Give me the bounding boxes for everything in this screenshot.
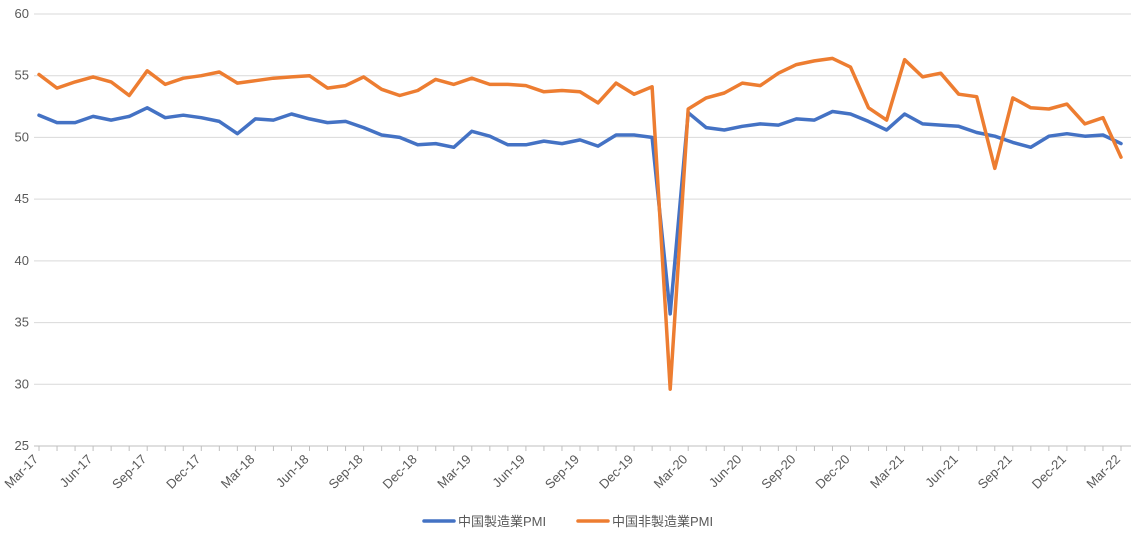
x-tick-label: Sep-19: [542, 452, 582, 492]
legend-label-1: 中国非製造業PMI: [612, 514, 713, 529]
series-lines: [37, 56, 1123, 391]
legend: 中国製造業PMI 中国非製造業PMI: [422, 514, 713, 529]
y-tick-label: 60: [15, 6, 29, 21]
x-tick-label: Mar-19: [434, 452, 474, 492]
x-tick-label: Sep-17: [109, 452, 149, 492]
x-tick-label: Mar-18: [218, 452, 258, 492]
x-tick-label: Mar-17: [1, 452, 41, 492]
series-line-0: [37, 106, 1123, 316]
x-tick-label: Mar-21: [867, 452, 907, 492]
x-tick-label: Dec-21: [1029, 452, 1069, 492]
x-tick-label: Jun-19: [489, 452, 528, 491]
series-line-1: [37, 56, 1123, 391]
y-tick-label: 55: [15, 68, 29, 83]
x-axis-tick-labels: Mar-17 Jun-17 Sep-17 Dec-17 Mar-18 Jun-18 Sep-…: [1, 452, 1123, 492]
x-tick-label: Dec-17: [163, 452, 203, 492]
legend-label-0: 中国製造業PMI: [458, 514, 546, 529]
y-tick-label: 30: [15, 376, 29, 391]
y-tick-label: 40: [15, 253, 29, 268]
y-tick-label: 35: [15, 315, 29, 330]
y-axis-tick-labels: 25 30 35 40 45 50 55 60: [15, 6, 29, 453]
x-tick-label: Sep-18: [325, 452, 365, 492]
x-tick-label: Jun-21: [922, 452, 961, 491]
gridlines: [34, 13, 1131, 385]
x-tick-label: Dec-19: [596, 452, 636, 492]
x-tick-label: Dec-18: [380, 452, 420, 492]
x-tick-label: Sep-21: [975, 452, 1015, 492]
x-axis: [34, 445, 1131, 451]
x-tick-label: Mar-20: [651, 452, 691, 492]
y-tick-label: 25: [15, 438, 29, 453]
x-tick-label: Jun-20: [706, 452, 745, 491]
x-tick-label: Dec-20: [812, 452, 852, 492]
y-tick-label: 50: [15, 129, 29, 144]
x-tick-label: Sep-20: [758, 452, 798, 492]
y-tick-label: 45: [15, 191, 29, 206]
x-tick-label: Jun-17: [57, 452, 96, 491]
x-tick-label: Jun-18: [273, 452, 312, 491]
x-tick-label: Mar-22: [1083, 452, 1123, 492]
